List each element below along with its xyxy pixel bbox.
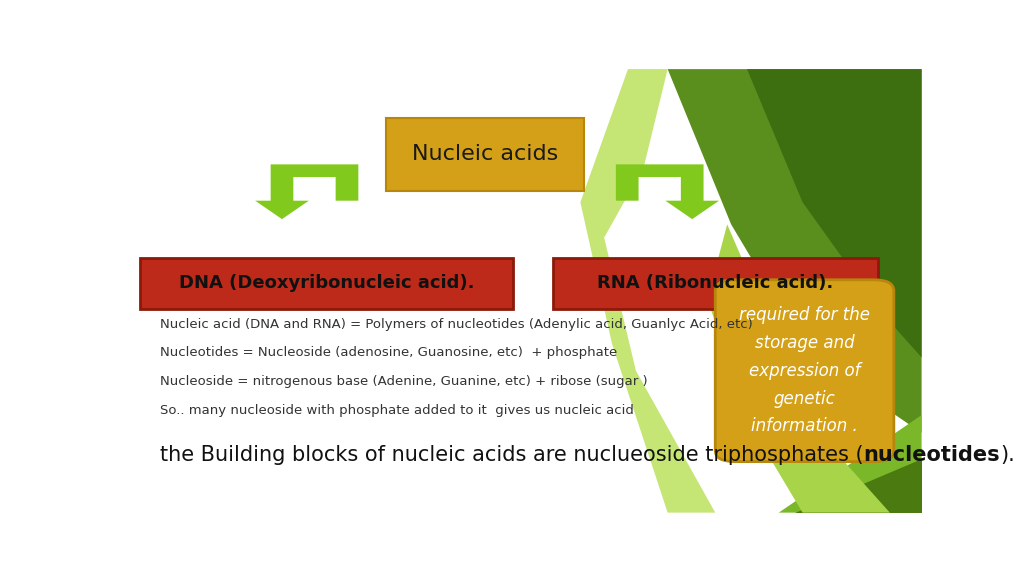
Text: So.. many nucleoside with phosphate added to it  gives us nucleic acid: So.. many nucleoside with phosphate adde… — [160, 404, 634, 417]
Polygon shape — [581, 69, 715, 513]
Text: nucleotides: nucleotides — [863, 445, 1000, 465]
Text: Nucleoside = nitrogenous base (Adenine, Guanine, etc) + ribose (sugar ): Nucleoside = nitrogenous base (Adenine, … — [160, 376, 647, 388]
Polygon shape — [255, 164, 358, 219]
FancyBboxPatch shape — [140, 257, 513, 309]
Polygon shape — [615, 164, 719, 219]
Text: Nucleic acids: Nucleic acids — [412, 145, 558, 165]
Polygon shape — [748, 69, 922, 357]
Polygon shape — [795, 460, 922, 513]
Polygon shape — [699, 415, 922, 513]
Polygon shape — [708, 224, 890, 513]
FancyBboxPatch shape — [553, 257, 878, 309]
Text: RNA (Ribonucleic acid).: RNA (Ribonucleic acid). — [597, 274, 834, 292]
Text: Nucleotides = Nucleoside (adenosine, Guanosine, etc)  + phosphate: Nucleotides = Nucleoside (adenosine, Gua… — [160, 347, 617, 359]
Text: required for the
storage and
expression of
genetic
information .: required for the storage and expression … — [739, 306, 870, 435]
Text: ).: ). — [1000, 445, 1015, 465]
Text: the Building blocks of nucleic acids are nuclueoside triphosphates (: the Building blocks of nucleic acids are… — [160, 445, 863, 465]
Text: DNA (Deoxyribonucleic acid).: DNA (Deoxyribonucleic acid). — [178, 274, 474, 292]
FancyBboxPatch shape — [386, 118, 585, 191]
Polygon shape — [668, 69, 922, 433]
Text: Nucleic acid (DNA and RNA) = Polymers of nucleotides (Adenylic acid, Guanlyc Aci: Nucleic acid (DNA and RNA) = Polymers of… — [160, 317, 753, 331]
FancyBboxPatch shape — [715, 280, 894, 461]
